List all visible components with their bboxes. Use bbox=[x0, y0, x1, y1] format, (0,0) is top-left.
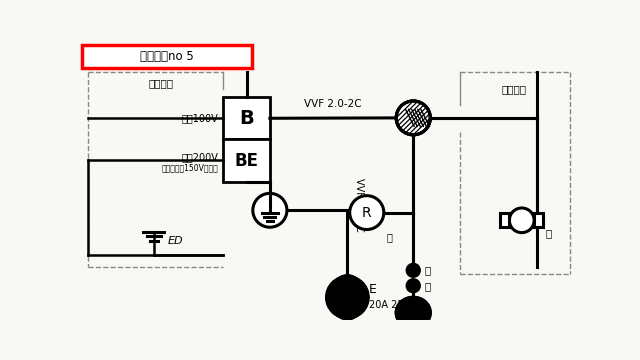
FancyBboxPatch shape bbox=[534, 213, 543, 227]
Circle shape bbox=[253, 193, 287, 227]
Text: イ: イ bbox=[545, 228, 551, 238]
Text: E: E bbox=[369, 283, 377, 296]
Ellipse shape bbox=[330, 276, 364, 319]
Text: VVF 2.0-3C: VVF 2.0-3C bbox=[353, 178, 364, 232]
Text: R: R bbox=[362, 206, 372, 220]
Text: BE: BE bbox=[235, 152, 259, 170]
Ellipse shape bbox=[396, 297, 430, 328]
Wedge shape bbox=[397, 297, 429, 328]
FancyBboxPatch shape bbox=[223, 139, 270, 182]
Text: ロ: ロ bbox=[386, 232, 392, 242]
Text: 20A 250V: 20A 250V bbox=[369, 300, 417, 310]
Polygon shape bbox=[330, 276, 364, 297]
Text: B: B bbox=[239, 109, 254, 128]
FancyBboxPatch shape bbox=[223, 97, 270, 139]
Circle shape bbox=[396, 101, 430, 135]
FancyBboxPatch shape bbox=[500, 213, 509, 227]
Circle shape bbox=[406, 264, 420, 277]
Text: 施工省略: 施工省略 bbox=[149, 78, 174, 88]
Text: 電源100V: 電源100V bbox=[181, 113, 218, 123]
Circle shape bbox=[406, 279, 420, 293]
Polygon shape bbox=[396, 297, 430, 313]
Text: （対地電圧150V以下）: （対地電圧150V以下） bbox=[161, 163, 218, 172]
FancyBboxPatch shape bbox=[81, 45, 252, 68]
Wedge shape bbox=[326, 276, 369, 319]
Text: ED: ED bbox=[168, 236, 183, 246]
Text: VVF 2.0-2C: VVF 2.0-2C bbox=[304, 99, 362, 109]
Text: 施工省略: 施工省略 bbox=[502, 84, 527, 94]
Text: ロ: ロ bbox=[424, 281, 430, 291]
Text: 電源200V: 電源200V bbox=[181, 152, 218, 162]
Text: 候補問題no 5: 候補問題no 5 bbox=[140, 50, 194, 63]
Text: イ: イ bbox=[424, 265, 430, 275]
Circle shape bbox=[509, 208, 534, 233]
Circle shape bbox=[349, 195, 384, 230]
